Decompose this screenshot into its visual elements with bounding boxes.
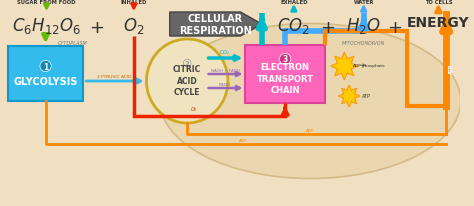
- FancyBboxPatch shape: [8, 47, 83, 102]
- Text: $H_2O$: $H_2O$: [346, 16, 381, 36]
- Text: $C_6H_{12}O_6$: $C_6H_{12}O_6$: [12, 16, 81, 36]
- Text: CITRIC
ACID
CYCLE: CITRIC ACID CYCLE: [173, 65, 201, 96]
- Text: ENERGY: ENERGY: [407, 16, 470, 30]
- Text: INHALED: INHALED: [121, 0, 147, 5]
- Text: ATP: ATP: [448, 63, 454, 74]
- Text: 3: 3: [283, 55, 288, 64]
- Text: 3 PYRUVIC ACID: 3 PYRUVIC ACID: [97, 75, 132, 79]
- Text: WATER: WATER: [354, 0, 374, 5]
- Text: EXHALED: EXHALED: [280, 0, 308, 5]
- Text: ATP: ATP: [238, 138, 246, 142]
- Text: +: +: [387, 19, 402, 37]
- Text: TO CELLS: TO CELLS: [425, 0, 452, 5]
- Circle shape: [146, 40, 228, 123]
- Text: +: +: [359, 63, 365, 69]
- Text: 1: 1: [43, 62, 48, 71]
- Text: ELECTRON
TRANSPORT
CHAIN: ELECTRON TRANSPORT CHAIN: [256, 63, 314, 94]
- Text: ATP: ATP: [362, 94, 371, 99]
- Text: ATP: ATP: [306, 128, 314, 132]
- Text: $O_2$: $O_2$: [123, 16, 145, 36]
- Text: 2: 2: [185, 61, 190, 67]
- Text: CYTOPLASM: CYTOPLASM: [58, 41, 88, 46]
- Text: SUGAR FROM FOOD: SUGAR FROM FOOD: [18, 0, 76, 5]
- FancyBboxPatch shape: [246, 46, 325, 103]
- Text: +: +: [90, 19, 104, 37]
- Text: $O_2$: $O_2$: [190, 105, 198, 114]
- Text: NADH: NADH: [219, 83, 231, 87]
- Text: NADH + FADH: NADH + FADH: [210, 69, 239, 73]
- Text: $CO_2$: $CO_2$: [277, 16, 310, 36]
- FancyArrow shape: [170, 13, 262, 37]
- Text: +: +: [320, 19, 335, 37]
- Text: MITOCHONDRION: MITOCHONDRION: [342, 41, 385, 46]
- Polygon shape: [338, 85, 360, 108]
- Text: $CO_2$: $CO_2$: [219, 48, 230, 57]
- Polygon shape: [331, 53, 358, 81]
- Text: ADP: ADP: [353, 64, 362, 68]
- Text: Phosphate: Phosphate: [363, 64, 386, 68]
- Ellipse shape: [160, 24, 461, 179]
- Text: CELLULAR
RESPIRATION: CELLULAR RESPIRATION: [179, 14, 252, 35]
- Text: GLYCOLYSIS: GLYCOLYSIS: [13, 77, 78, 87]
